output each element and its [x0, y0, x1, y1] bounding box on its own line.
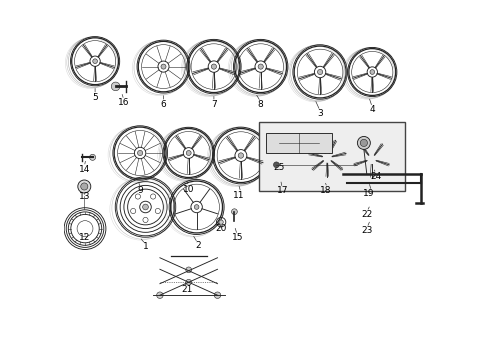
FancyBboxPatch shape [258, 122, 404, 191]
Circle shape [231, 209, 237, 215]
Text: 8: 8 [257, 100, 263, 109]
Text: 9: 9 [137, 186, 142, 195]
Circle shape [89, 154, 96, 160]
Circle shape [273, 162, 279, 168]
Circle shape [161, 64, 166, 69]
Circle shape [185, 267, 191, 273]
Text: 16: 16 [118, 98, 129, 107]
Text: 6: 6 [160, 100, 166, 109]
Circle shape [93, 59, 97, 63]
Text: 2: 2 [195, 241, 200, 250]
Text: 11: 11 [233, 191, 244, 199]
Circle shape [185, 279, 191, 285]
Circle shape [357, 136, 369, 149]
Text: 1: 1 [142, 242, 148, 251]
Text: 24: 24 [369, 172, 381, 181]
Circle shape [219, 220, 223, 224]
Text: 18: 18 [319, 186, 330, 194]
Circle shape [368, 157, 373, 161]
Text: 13: 13 [79, 192, 90, 201]
Circle shape [186, 150, 191, 156]
Circle shape [111, 82, 120, 91]
Text: 25: 25 [272, 163, 284, 172]
Circle shape [284, 155, 287, 158]
Circle shape [238, 153, 243, 158]
Circle shape [325, 156, 329, 160]
Circle shape [142, 204, 148, 210]
Text: 22: 22 [361, 210, 372, 219]
Circle shape [78, 180, 91, 193]
Text: 5: 5 [92, 93, 98, 102]
Text: 21: 21 [181, 285, 192, 294]
Text: 20: 20 [215, 224, 226, 233]
Circle shape [211, 64, 216, 69]
Text: 15: 15 [231, 233, 243, 242]
Circle shape [258, 64, 263, 69]
Text: 3: 3 [317, 109, 322, 118]
Text: 17: 17 [276, 186, 287, 195]
Circle shape [317, 69, 322, 75]
Circle shape [194, 205, 199, 209]
Circle shape [137, 150, 142, 156]
Text: 14: 14 [79, 165, 90, 174]
Text: 12: 12 [79, 233, 90, 242]
Text: 19: 19 [362, 189, 374, 198]
Text: 4: 4 [369, 105, 374, 114]
Circle shape [156, 292, 163, 298]
Circle shape [214, 292, 220, 298]
Circle shape [360, 139, 366, 147]
Text: 10: 10 [183, 184, 194, 194]
Text: 7: 7 [211, 100, 216, 109]
FancyBboxPatch shape [265, 132, 331, 153]
Circle shape [81, 183, 88, 190]
Circle shape [369, 70, 374, 74]
Text: 23: 23 [361, 226, 372, 235]
